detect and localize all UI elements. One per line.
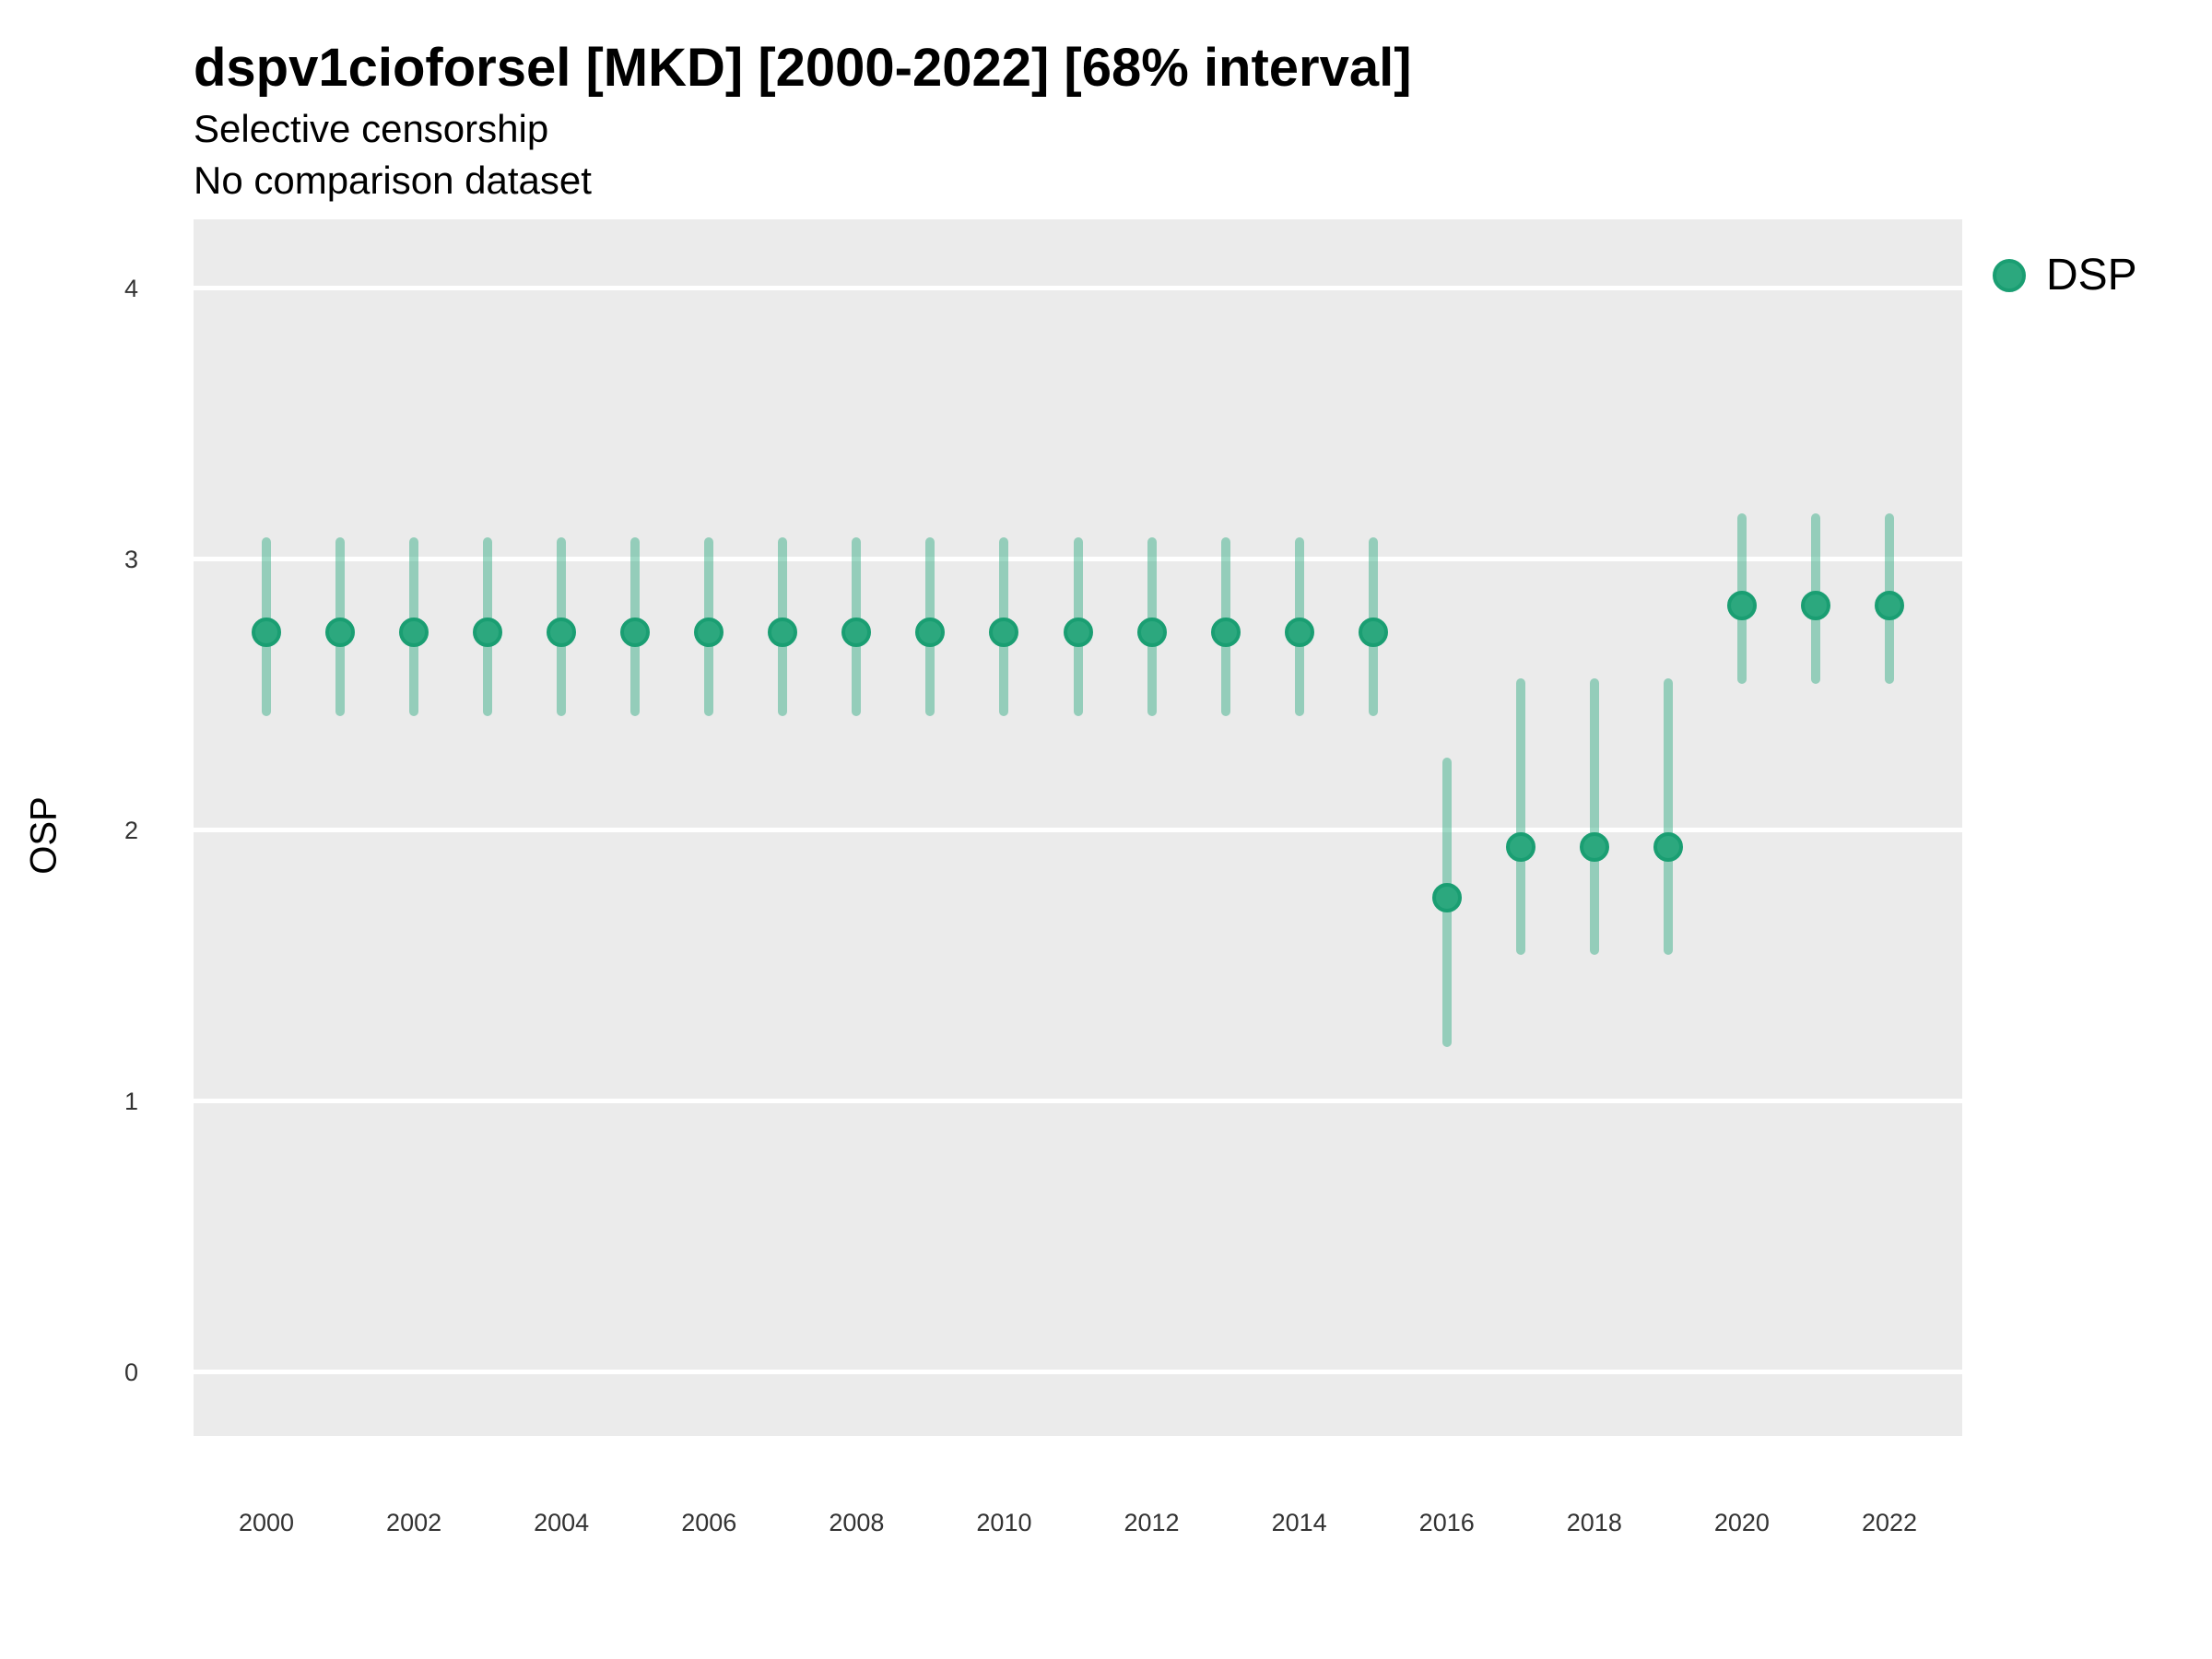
data-point-2005 bbox=[620, 618, 651, 648]
x-tick-label-2008: 2008 bbox=[829, 1509, 885, 1536]
x-tick-label-2010: 2010 bbox=[976, 1509, 1032, 1536]
x-tick-label-2006: 2006 bbox=[681, 1509, 737, 1536]
data-point-2009 bbox=[915, 618, 946, 648]
interval-bar-2019 bbox=[1663, 678, 1673, 956]
data-point-2016 bbox=[1431, 883, 1462, 913]
data-point-2006 bbox=[694, 618, 724, 648]
data-point-2002 bbox=[399, 618, 429, 648]
gridline-y-1 bbox=[194, 1099, 1962, 1104]
data-point-2020 bbox=[1726, 590, 1757, 620]
data-point-2003 bbox=[473, 618, 503, 648]
data-point-2017 bbox=[1505, 831, 1535, 862]
data-point-2000 bbox=[252, 618, 281, 648]
y-tick-label-1: 1 bbox=[124, 1087, 138, 1115]
chart-subtitle-line1: Selective censorship bbox=[194, 107, 549, 150]
data-point-2010 bbox=[989, 618, 1019, 648]
data-point-2021 bbox=[1800, 590, 1830, 620]
plot-panel bbox=[194, 219, 1962, 1436]
x-tick-label-2022: 2022 bbox=[1861, 1509, 1918, 1536]
data-point-2022 bbox=[1874, 590, 1904, 620]
data-point-2004 bbox=[547, 618, 577, 648]
y-tick-label-4: 4 bbox=[124, 274, 138, 302]
x-tick-label-2004: 2004 bbox=[534, 1509, 590, 1536]
legend-marker-icon bbox=[1993, 259, 2026, 292]
data-point-2008 bbox=[841, 618, 872, 648]
x-tick-label-2016: 2016 bbox=[1418, 1509, 1475, 1536]
data-point-2015 bbox=[1358, 618, 1388, 648]
gridline-y-3 bbox=[194, 557, 1962, 562]
data-point-2013 bbox=[1210, 618, 1241, 648]
x-tick-label-2020: 2020 bbox=[1713, 1509, 1770, 1536]
x-tick-label-2000: 2000 bbox=[238, 1509, 295, 1536]
data-point-2018 bbox=[1579, 831, 1609, 862]
data-point-2007 bbox=[768, 618, 798, 648]
x-tick-label-2002: 2002 bbox=[386, 1509, 442, 1536]
gridline-y-2 bbox=[194, 828, 1962, 833]
gridline-y-0 bbox=[194, 1370, 1962, 1375]
y-tick-label-3: 3 bbox=[124, 545, 138, 573]
data-point-2019 bbox=[1653, 831, 1683, 862]
y-tick-label-0: 0 bbox=[124, 1358, 138, 1386]
y-tick-label-2: 2 bbox=[124, 816, 138, 844]
x-tick-label-2018: 2018 bbox=[1566, 1509, 1622, 1536]
data-point-2014 bbox=[1284, 618, 1314, 648]
gridline-y-4 bbox=[194, 286, 1962, 291]
x-tick-label-2014: 2014 bbox=[1271, 1509, 1327, 1536]
legend-label: DSP bbox=[2046, 251, 2137, 300]
interval-bar-2018 bbox=[1589, 678, 1599, 956]
x-tick-label-2012: 2012 bbox=[1124, 1509, 1180, 1536]
data-point-2001 bbox=[325, 618, 356, 648]
chart-title: dspv1cioforsel [MKD] [2000-2022] [68% in… bbox=[194, 38, 1412, 98]
legend: DSP bbox=[1993, 251, 2137, 300]
interval-bar-2017 bbox=[1515, 678, 1525, 956]
data-point-2012 bbox=[1136, 618, 1167, 648]
data-point-2011 bbox=[1063, 618, 1093, 648]
chart-subtitle-line2: No comparison dataset bbox=[194, 159, 592, 202]
